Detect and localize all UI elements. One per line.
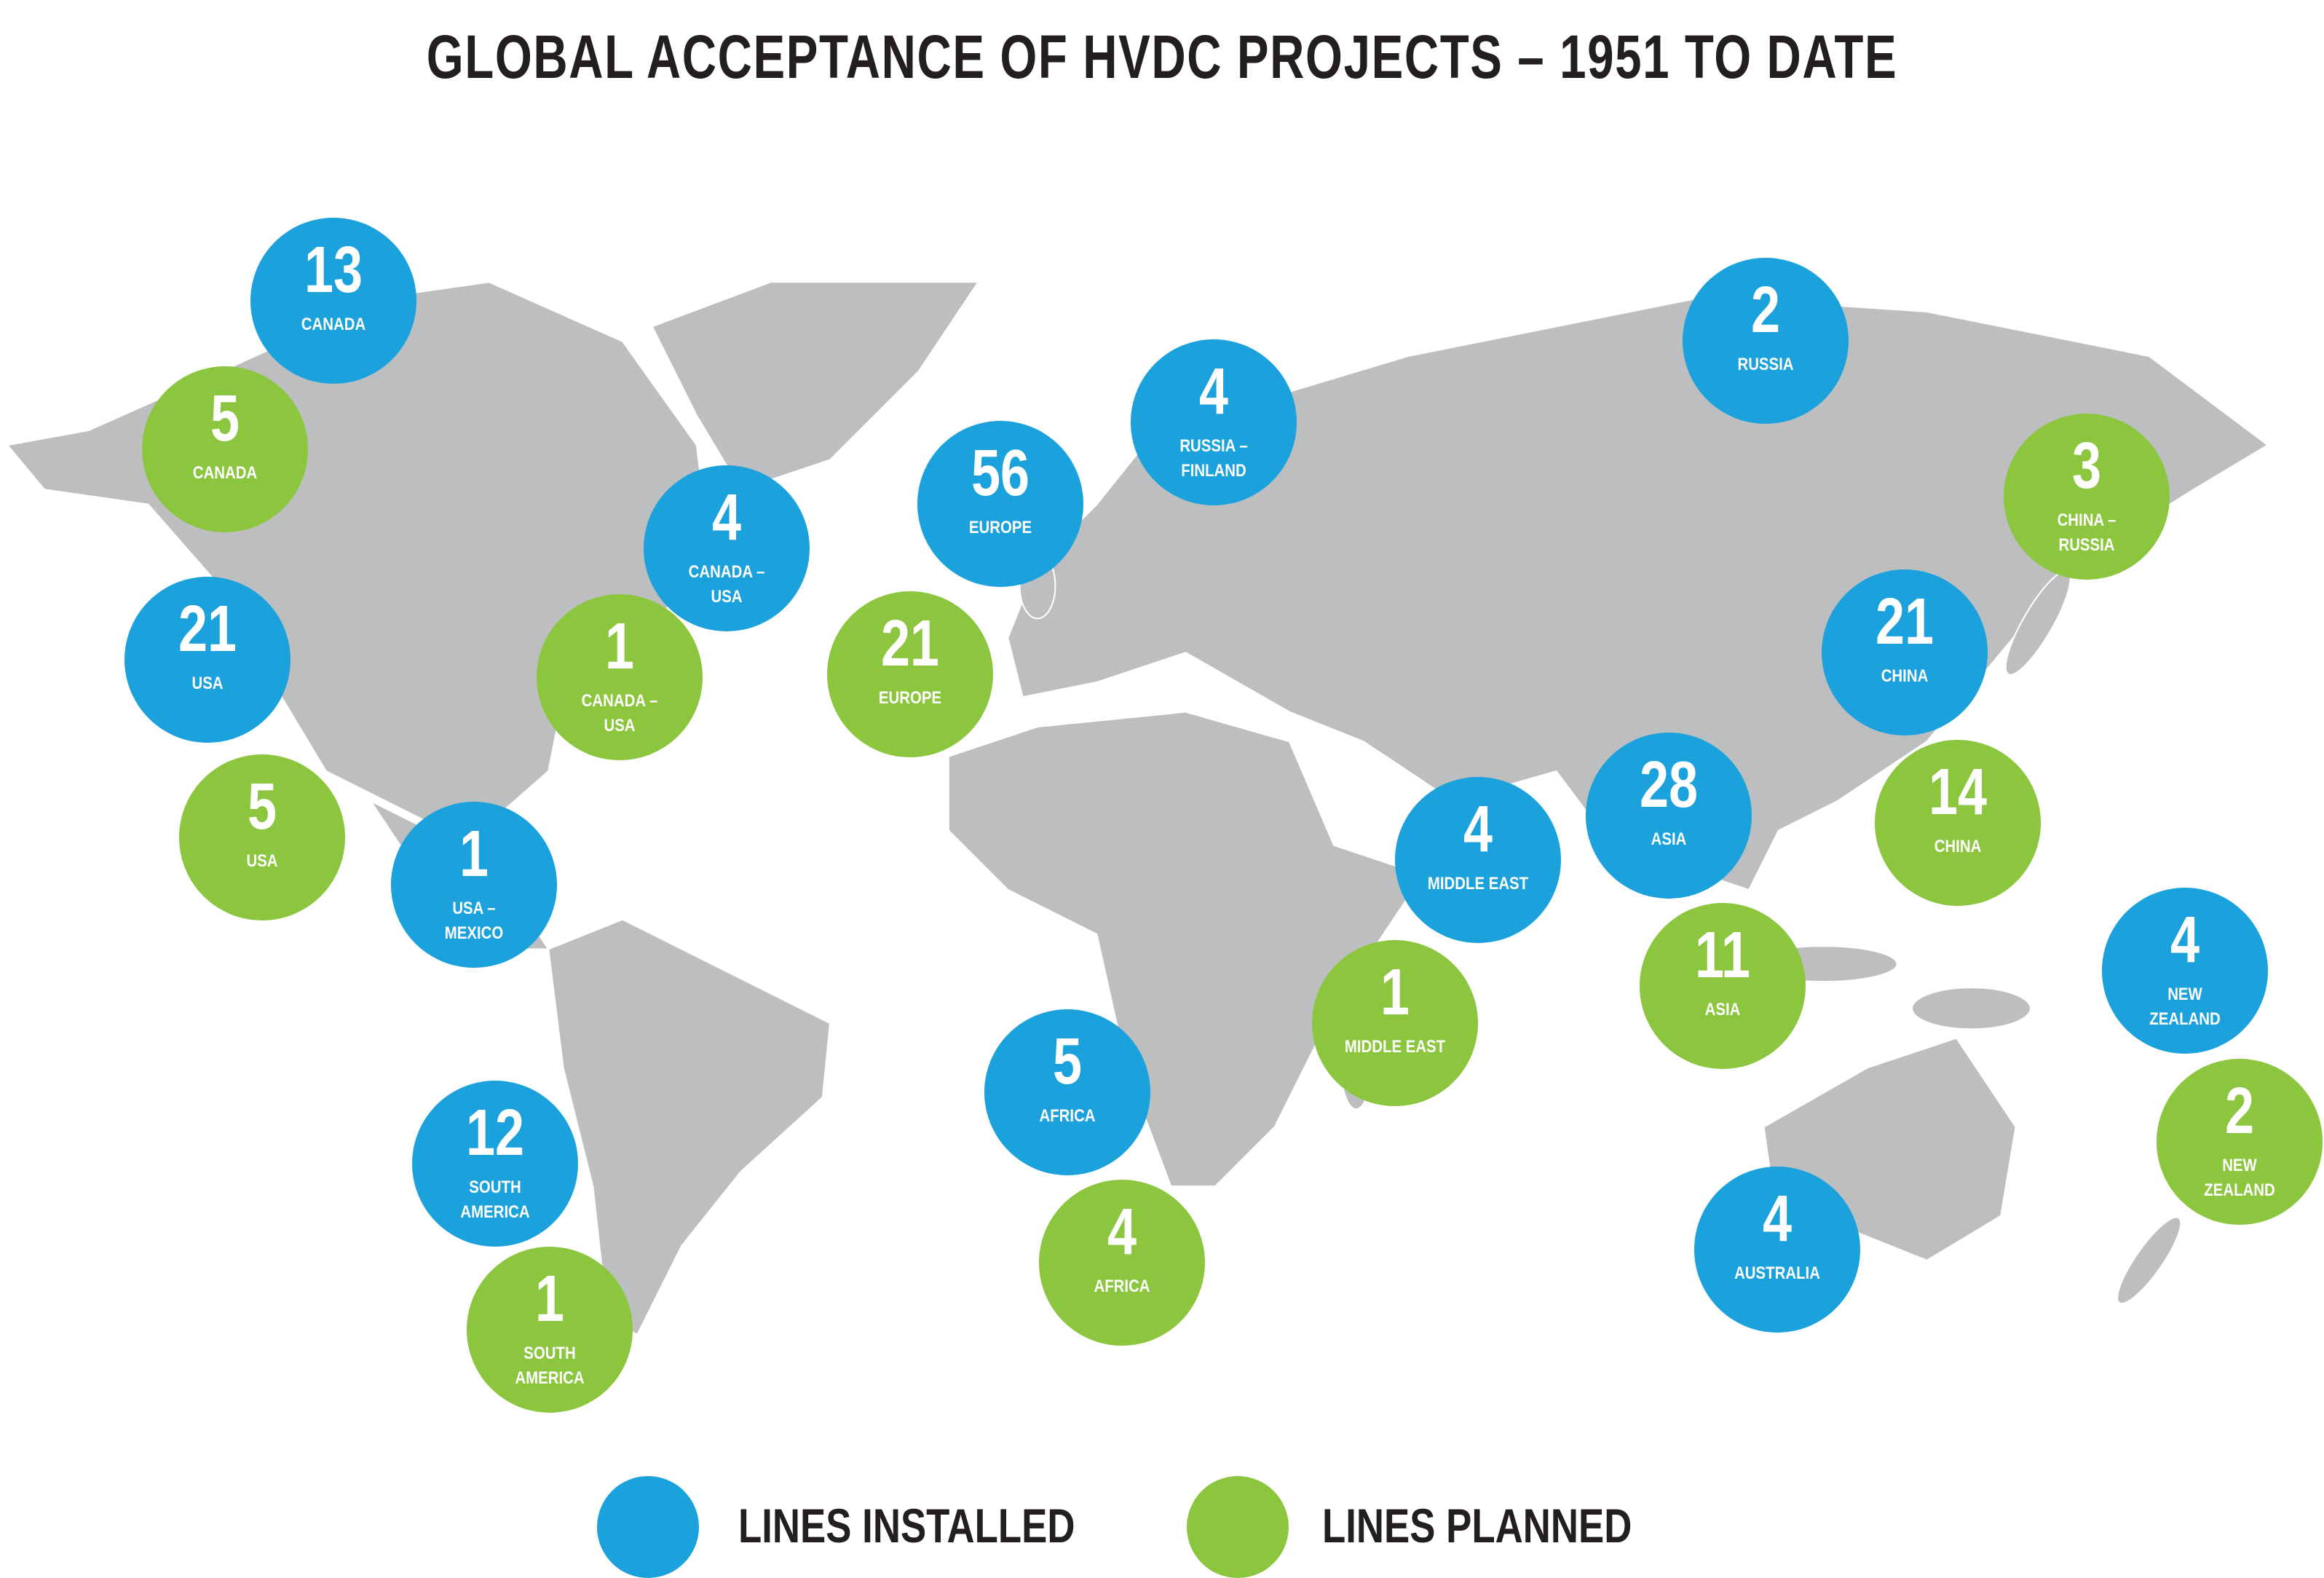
region-label: AFRICA — [1039, 1106, 1096, 1127]
region-bubble: 11 ASIA — [1639, 902, 1806, 1069]
line-count: 4 — [2170, 904, 2200, 977]
region-bubble: 2 NEW ZEALAND — [2156, 1058, 2323, 1225]
region-bubble: 28 ASIA — [1586, 732, 1752, 899]
line-count: 1 — [1380, 955, 1410, 1029]
line-count: 5 — [210, 382, 240, 455]
region-label: EUROPE — [878, 688, 941, 709]
line-count: 4 — [711, 481, 741, 555]
line-count: 1 — [459, 818, 489, 891]
region-bubble: 4 MIDDLE EAST — [1394, 776, 1561, 943]
south-america — [548, 918, 831, 1336]
line-count: 21 — [1875, 585, 1934, 658]
region-label: NEW ZEALAND — [2149, 985, 2221, 1030]
region-bubble: 1 MIDDLE EAST — [1311, 939, 1478, 1106]
region-label: AFRICA — [1094, 1277, 1150, 1297]
region-label: SOUTH AMERICA — [460, 1177, 530, 1223]
region-label: ASIA — [1704, 999, 1740, 1019]
region-label: MIDDLE EAST — [1427, 873, 1528, 893]
line-count: 4 — [1762, 1183, 1792, 1256]
region-bubble: 21 USA — [125, 576, 290, 743]
line-count: 5 — [248, 770, 277, 844]
line-count: 13 — [304, 234, 363, 307]
line-count: 11 — [1694, 918, 1750, 992]
region-label: CHINA — [1934, 836, 1982, 856]
region-label: CHINA – RUSSIA — [2057, 510, 2116, 555]
legend-swatch — [596, 1475, 699, 1578]
region-label: CANADA — [193, 462, 258, 483]
legend-label: LINES INSTALLED — [738, 1498, 1075, 1553]
line-count: 28 — [1640, 748, 1699, 821]
region-bubble: 4 AUSTRALIA — [1693, 1167, 1860, 1333]
region-bubble: 5 AFRICA — [984, 1009, 1150, 1176]
line-count: 3 — [2072, 429, 2102, 502]
region-bubble: 4 NEW ZEALAND — [2101, 888, 2268, 1054]
line-count: 1 — [535, 1263, 565, 1336]
region-bubble: 5 USA — [179, 754, 346, 921]
line-count: 21 — [880, 607, 939, 681]
line-count: 5 — [1052, 1025, 1082, 1099]
region-label: CANADA – USA — [581, 691, 658, 736]
region-bubble: 56 EUROPE — [917, 421, 1084, 588]
region-label: AUSTRALIA — [1734, 1263, 1820, 1284]
line-count: 2 — [1750, 274, 1780, 347]
legend-label: LINES PLANNED — [1321, 1498, 1632, 1553]
line-count: 4 — [1107, 1196, 1137, 1269]
region-bubble: 3 CHINA – RUSSIA — [2004, 413, 2170, 580]
region-label: USA – MEXICO — [445, 899, 504, 944]
line-count: 4 — [1463, 792, 1493, 866]
region-bubble: 14 CHINA — [1875, 739, 2042, 906]
africa — [947, 711, 1424, 1188]
line-count: 12 — [465, 1097, 524, 1170]
region-bubble: 12 SOUTH AMERICA — [411, 1081, 578, 1247]
region-label: CANADA — [301, 315, 366, 335]
region-bubble: 4 AFRICA — [1039, 1180, 1206, 1346]
region-bubble: 21 EUROPE — [826, 591, 993, 758]
region-bubble: 4 CANADA – USA — [643, 465, 810, 632]
line-count: 1 — [604, 610, 634, 684]
region-bubble: 21 CHINA — [1821, 569, 1988, 735]
line-count: 56 — [971, 437, 1030, 510]
legend-swatch — [1186, 1475, 1289, 1578]
region-bubble: 1 USA – MEXICO — [391, 802, 558, 969]
greenland — [651, 281, 980, 491]
new-zealand — [2116, 1216, 2182, 1305]
title: GLOBAL ACCEPTANCE OF HVDC PROJECTS – 195… — [426, 23, 1898, 91]
region-label: CANADA – USA — [688, 562, 764, 607]
region-label: EUROPE — [969, 518, 1032, 538]
region-bubble: 1 CANADA – USA — [536, 594, 703, 761]
region-bubble: 2 RUSSIA — [1682, 258, 1849, 425]
region-bubble: 5 CANADA — [142, 366, 309, 532]
line-count: 21 — [178, 592, 237, 666]
region-label: USA — [246, 851, 278, 872]
region-label: MIDDLE EAST — [1344, 1036, 1445, 1057]
region-label: RUSSIA – FINLAND — [1179, 436, 1248, 481]
region-label: CHINA — [1881, 666, 1929, 686]
region-label: NEW ZEALAND — [2204, 1155, 2275, 1200]
region-bubble: 13 CANADA — [250, 218, 417, 384]
line-count: 14 — [1929, 755, 1988, 829]
region-label: SOUTH AMERICA — [515, 1344, 585, 1389]
line-count: 2 — [2224, 1074, 2254, 1148]
new-guinea — [1911, 987, 2031, 1030]
region-bubble: 4 RUSSIA – FINLAND — [1131, 339, 1297, 506]
region-label: USA — [191, 673, 224, 693]
region-bubble: 1 SOUTH AMERICA — [467, 1247, 633, 1413]
region-label: RUSSIA — [1736, 355, 1794, 375]
region-label: ASIA — [1651, 829, 1687, 849]
line-count: 4 — [1199, 355, 1229, 429]
